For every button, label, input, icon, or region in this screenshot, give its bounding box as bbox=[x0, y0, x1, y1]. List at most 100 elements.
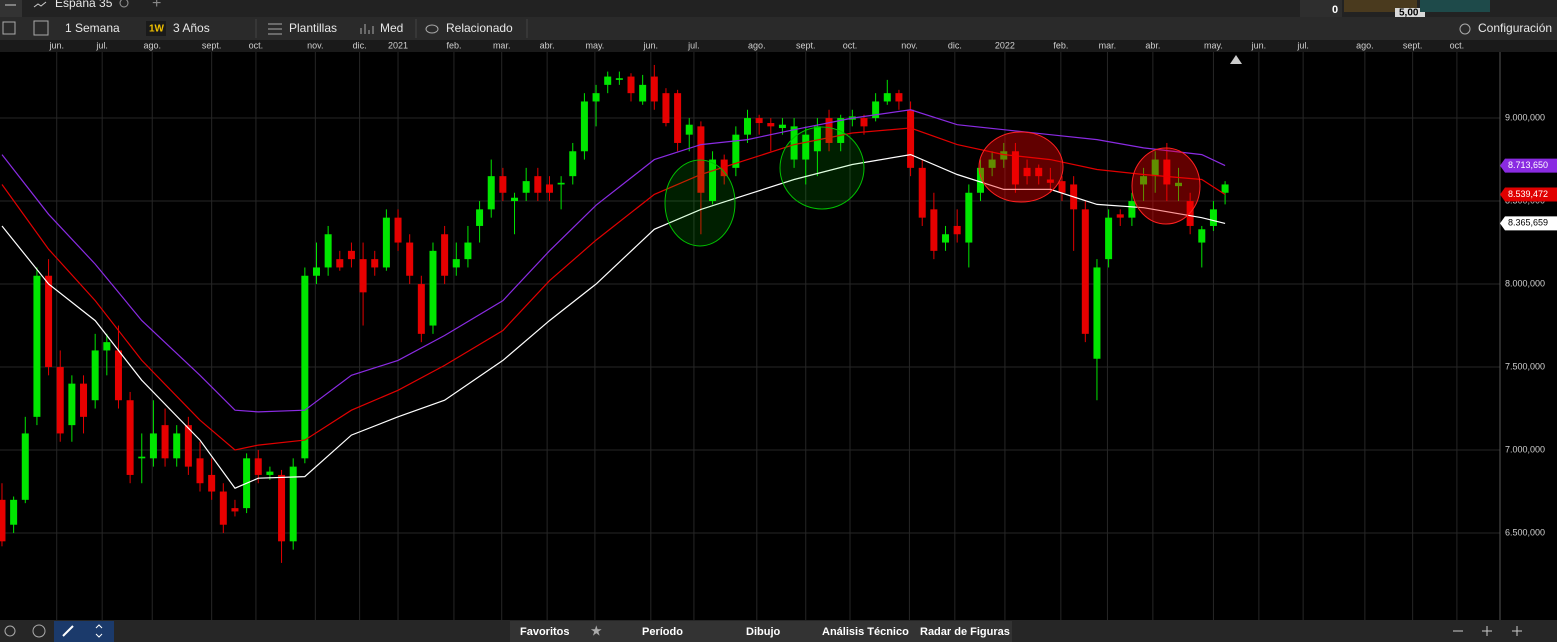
top-bar bbox=[0, 0, 1557, 17]
candle-body bbox=[1105, 217, 1113, 260]
star-icon[interactable]: ★ bbox=[590, 623, 603, 639]
related-icon bbox=[425, 24, 439, 34]
spread: 5,00 bbox=[1399, 8, 1419, 19]
related[interactable]: Relacionado bbox=[446, 21, 513, 35]
interval-badge-bg bbox=[146, 21, 166, 36]
candle-body bbox=[883, 93, 891, 102]
candle-body bbox=[976, 167, 984, 193]
candle-body bbox=[860, 118, 868, 127]
candle-body bbox=[336, 259, 344, 268]
candle-body bbox=[208, 474, 216, 492]
candle-body bbox=[650, 76, 658, 102]
x-tick-label: oct. bbox=[843, 40, 858, 50]
candle-body bbox=[33, 275, 41, 417]
candle-body bbox=[1046, 179, 1054, 183]
tab[interactable]: Radar de Figuras bbox=[920, 626, 1010, 638]
add-tab[interactable]: + bbox=[152, 0, 161, 12]
candle-body bbox=[301, 275, 309, 459]
y-tick-label: 7.500,000 bbox=[1505, 361, 1545, 371]
x-tick-label: ago. bbox=[143, 40, 161, 50]
clear-icon[interactable] bbox=[32, 624, 46, 638]
x-tick-label: 2021 bbox=[388, 40, 408, 50]
candle-body bbox=[825, 118, 833, 143]
candle-body bbox=[580, 101, 588, 152]
price-tag-label: 8.713,650 bbox=[1508, 160, 1548, 170]
candle-body bbox=[464, 242, 472, 260]
x-tick-label: sept. bbox=[202, 40, 222, 50]
x-tick-label: jul. bbox=[1296, 40, 1309, 50]
candle-body bbox=[126, 400, 134, 475]
candle-body bbox=[1198, 229, 1206, 243]
layout-icon[interactable] bbox=[33, 20, 49, 36]
candle-body bbox=[604, 76, 612, 85]
candle-body bbox=[1000, 151, 1008, 160]
highlight-circle bbox=[978, 131, 1064, 203]
moving-average bbox=[1, 153, 1226, 489]
list-icon[interactable] bbox=[2, 21, 16, 35]
search-icon[interactable] bbox=[119, 0, 129, 8]
price-tag bbox=[1500, 158, 1557, 173]
zoom-icons[interactable] bbox=[1453, 626, 1522, 636]
x-tick-label: jun. bbox=[48, 40, 64, 50]
candle-body bbox=[56, 367, 64, 434]
templates-icon bbox=[268, 23, 282, 35]
menu-button[interactable] bbox=[0, 0, 22, 17]
candle-body bbox=[953, 225, 961, 235]
candle-body bbox=[487, 176, 495, 210]
candle-body bbox=[173, 433, 181, 459]
x-tick-label: oct. bbox=[249, 40, 264, 50]
price-tag bbox=[1500, 187, 1557, 202]
candle-body bbox=[196, 458, 204, 484]
tab[interactable]: Dibujo bbox=[746, 626, 780, 638]
candle-body bbox=[755, 118, 763, 124]
candle-body bbox=[1116, 214, 1124, 218]
x-tick-label: abr. bbox=[540, 40, 555, 50]
pencil-icon[interactable] bbox=[62, 625, 74, 637]
candle-body bbox=[615, 78, 623, 80]
price-tag-label: 8.365,659 bbox=[1508, 218, 1548, 228]
candle-body bbox=[359, 259, 367, 293]
candle-body bbox=[1163, 159, 1171, 185]
interval[interactable]: 1 Semana bbox=[65, 21, 120, 35]
candle-body bbox=[942, 234, 950, 243]
candle-body bbox=[10, 499, 18, 525]
candle-body bbox=[743, 118, 751, 135]
candle-body bbox=[254, 458, 262, 475]
candle-body bbox=[918, 167, 926, 218]
candle-body bbox=[895, 93, 903, 102]
magnet-icon[interactable] bbox=[95, 624, 103, 638]
candle-body bbox=[312, 267, 320, 276]
tab[interactable]: Análisis Técnico bbox=[822, 626, 909, 638]
candle-body bbox=[45, 275, 53, 368]
candle-body bbox=[685, 124, 693, 135]
candle-body bbox=[161, 425, 169, 459]
moving-average bbox=[1, 127, 1226, 451]
candle-body bbox=[1174, 182, 1182, 187]
candle-body bbox=[1186, 201, 1194, 226]
interval-badge[interactable]: 1W bbox=[149, 24, 165, 35]
x-tick-label: jul. bbox=[95, 40, 108, 50]
symbol[interactable]: España 35 bbox=[55, 0, 113, 10]
range[interactable]: 3 Años bbox=[173, 21, 210, 35]
x-tick-label: jun. bbox=[643, 40, 659, 50]
candle-body bbox=[289, 466, 297, 542]
templates[interactable]: Plantillas bbox=[289, 21, 337, 35]
toolbar bbox=[0, 17, 1557, 40]
candle-body bbox=[569, 151, 577, 177]
candle-body bbox=[347, 250, 355, 260]
reset-icon[interactable] bbox=[4, 625, 16, 637]
x-tick-label: feb. bbox=[1053, 40, 1068, 50]
quantity: 0 bbox=[1332, 4, 1338, 16]
candle-body bbox=[371, 259, 379, 268]
tab[interactable]: Favoritos bbox=[520, 626, 570, 638]
ask-box[interactable] bbox=[1420, 0, 1490, 12]
studies[interactable]: Med bbox=[380, 21, 403, 35]
x-tick-label: dic. bbox=[948, 40, 962, 50]
settings[interactable]: Configuración bbox=[1478, 21, 1552, 35]
candle-body bbox=[219, 491, 227, 525]
x-tick-label: nov. bbox=[307, 40, 323, 50]
candle-body bbox=[802, 134, 810, 160]
tab[interactable]: Período bbox=[642, 626, 683, 638]
scroll-marker[interactable] bbox=[1230, 55, 1242, 64]
